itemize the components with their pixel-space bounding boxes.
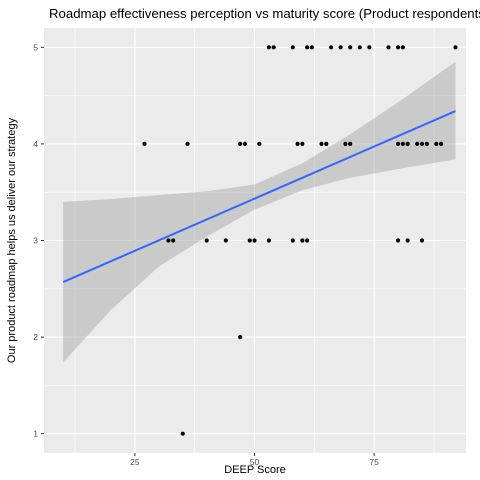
data-point [434,141,439,147]
data-point [439,141,444,147]
data-point [185,141,190,147]
x-tick-label: 25 [130,457,140,467]
data-point [300,238,305,243]
data-point [252,238,257,243]
data-point [238,141,243,147]
y-tick-label: 3 [33,236,38,246]
data-point [180,431,185,436]
data-point [424,141,429,147]
data-point [257,141,262,147]
data-point [166,238,171,243]
data-point [223,238,228,243]
data-point [419,141,425,147]
data-point [142,141,147,147]
data-point [405,238,410,243]
data-point [319,141,324,147]
data-point [405,141,410,147]
x-tick-label: 50 [250,457,260,467]
data-point [242,141,248,147]
data-point [395,141,401,147]
y-axis-title: Our product roadmap helps us deliver our… [6,117,18,363]
y-axis-ticks: 1 2 3 4 5 [33,42,44,439]
data-point [348,141,353,147]
data-point [266,45,271,50]
data-point [343,141,348,147]
data-point [357,45,362,50]
data-point [266,238,271,243]
data-point [348,45,353,50]
data-point [400,45,405,50]
data-point [295,141,300,147]
data-point [367,45,372,50]
y-tick-label: 1 [33,429,38,439]
data-point [386,45,391,50]
data-point [328,45,334,50]
y-tick-label: 2 [33,332,38,342]
data-point [271,45,276,50]
data-point [204,238,209,243]
data-point [415,141,420,147]
data-point [309,45,315,50]
data-point [395,238,401,243]
data-point [419,238,425,243]
x-tick-label: 75 [369,457,379,467]
data-point [324,141,329,147]
confidence-band [63,61,456,363]
data-point [338,45,343,50]
data-point [300,141,305,147]
data-point [305,45,310,50]
data-point [290,45,295,50]
data-points [142,45,458,436]
y-tick-label: 5 [33,42,38,52]
data-point [238,334,243,340]
chart-title: Roadmap effectiveness perception vs matu… [49,6,480,21]
data-point [171,238,176,243]
data-point [305,238,310,243]
y-tick-label: 4 [33,139,38,149]
x-axis-ticks: 25 50 75 [130,453,379,467]
data-point [290,238,295,243]
data-point [453,45,458,50]
trend-line [62,110,456,283]
data-point [400,141,405,147]
x-axis-title: DEEP Score [224,464,286,476]
data-point [395,45,401,50]
data-point [247,238,252,243]
